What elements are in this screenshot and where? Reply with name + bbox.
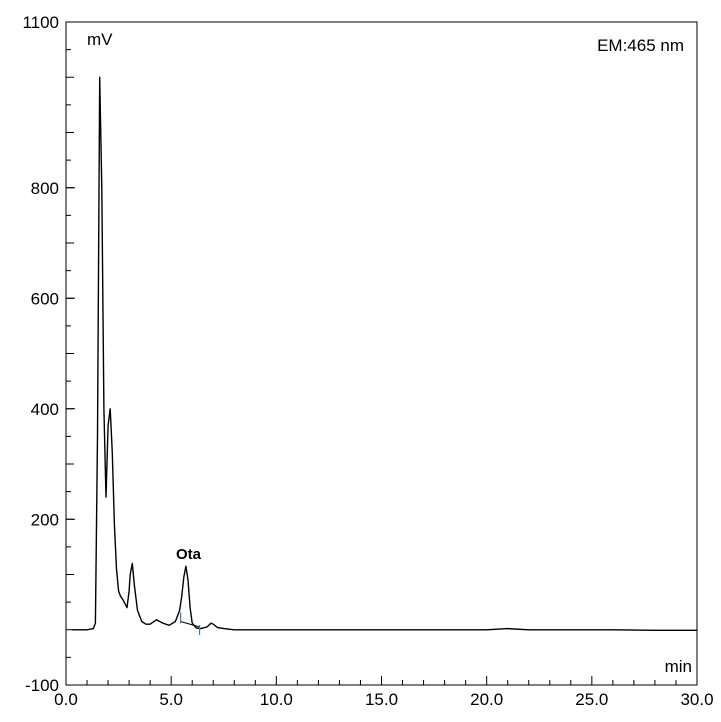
- x-tick-label: 30.0: [680, 690, 713, 709]
- x-tick-label: 25.0: [575, 690, 608, 709]
- plot-border: [65, 21, 698, 686]
- plot-frame: [65, 21, 698, 686]
- y-tick-label: 400: [31, 400, 59, 419]
- detector-label: EM:465 nm: [597, 36, 684, 55]
- x-unit-label: min: [665, 657, 692, 676]
- peak-label: Ota: [176, 546, 202, 563]
- y-tick-label: 1100: [22, 13, 59, 32]
- minor-ticks: [66, 49, 677, 685]
- y-tick-label: -100: [25, 676, 59, 695]
- integration-baseline: [180, 620, 200, 628]
- annotations-group: Ota: [176, 546, 202, 563]
- y-tick-label: 200: [31, 510, 59, 529]
- x-tick-label: 10.0: [260, 690, 293, 709]
- x-tick-label: 20.0: [470, 690, 503, 709]
- chromatogram-trace: [72, 76, 697, 631]
- y-axis-ticks: -100 200 400 600 800 1100: [22, 13, 75, 695]
- y-unit-label: mV: [87, 30, 113, 49]
- x-axis-ticks: 0.0 5.0 10.0 15.0 20.0 25.0 30.0: [54, 676, 714, 709]
- x-tick-label: 5.0: [159, 690, 183, 709]
- x-tick-label: 0.0: [54, 690, 78, 709]
- x-tick-label: 15.0: [365, 690, 398, 709]
- y-tick-label: 600: [31, 289, 59, 308]
- y-tick-label: 800: [31, 179, 59, 198]
- series-group: [72, 76, 697, 635]
